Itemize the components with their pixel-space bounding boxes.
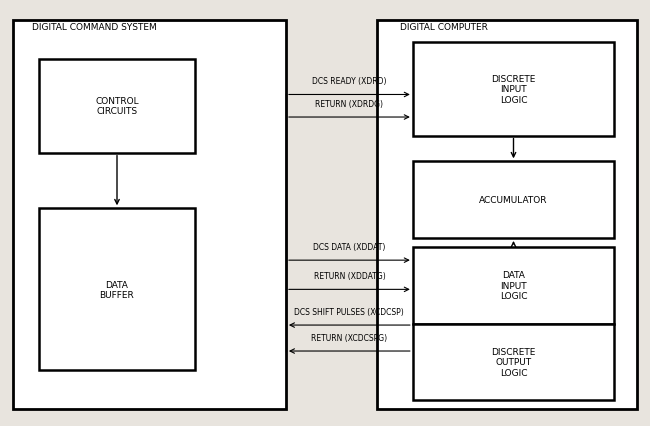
Text: DATA
BUFFER: DATA BUFFER [99,280,135,299]
Text: DATA
INPUT
LOGIC: DATA INPUT LOGIC [500,271,527,300]
Text: CONTROL
CIRCUITS: CONTROL CIRCUITS [95,97,139,116]
Text: DIGITAL COMPUTER: DIGITAL COMPUTER [400,23,488,32]
Bar [413,43,614,136]
Bar [13,21,286,409]
Text: RETURN (XCDCSPG): RETURN (XCDCSPG) [311,333,387,342]
Text: DISCRETE
OUTPUT
LOGIC: DISCRETE OUTPUT LOGIC [491,347,536,377]
Text: ACCUMULATOR: ACCUMULATOR [479,196,548,205]
Text: RETURN (XDRDG): RETURN (XDRDG) [315,99,384,108]
Text: DIGITAL COMMAND SYSTEM: DIGITAL COMMAND SYSTEM [32,23,157,32]
Bar [413,324,614,400]
Text: DCS DATA (XDDAT): DCS DATA (XDDAT) [313,242,385,251]
Bar [413,162,614,239]
Bar [377,21,637,409]
Text: RETURN (XDDATG): RETURN (XDDATG) [313,271,385,280]
Text: DCS READY (XDRD): DCS READY (XDRD) [312,77,387,86]
Text: DCS SHIFT PULSES (XCDCSP): DCS SHIFT PULSES (XCDCSP) [294,307,404,316]
Text: DISCRETE
INPUT
LOGIC: DISCRETE INPUT LOGIC [491,75,536,104]
Bar [39,209,195,371]
Bar [413,247,614,324]
Bar [39,60,195,153]
